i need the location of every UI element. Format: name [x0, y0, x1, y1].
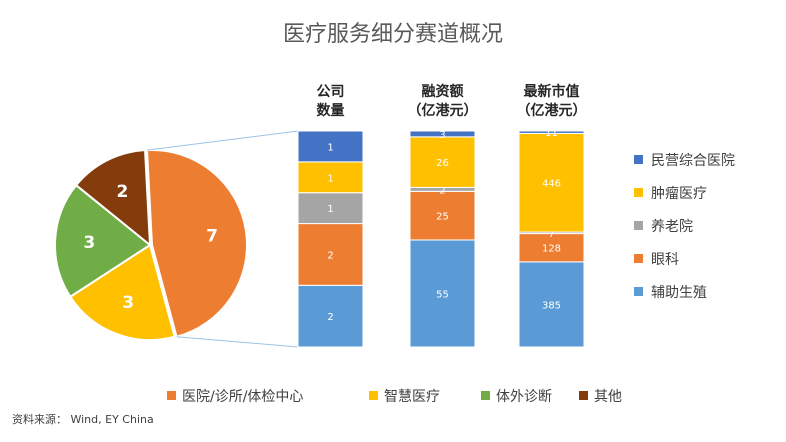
chart-title: 医疗服务细分赛道概况: [283, 22, 503, 47]
pie-slice-other: [74, 149, 152, 248]
pie-to-bar-connectors: [146, 130, 299, 348]
bar-value-label-private_general-1: 3: [439, 130, 445, 141]
bar-header-2-line-1: （亿港元）: [517, 102, 587, 119]
legend-swatch-hospital: [167, 391, 176, 400]
legend-label-hospital: 医院/诊所/体检中心: [182, 389, 303, 405]
pie-slice-label-smart: 3: [122, 293, 134, 313]
pie-legend: 医院/诊所/体检中心 智慧医疗 体外诊断 其他: [167, 389, 622, 405]
pie-slice-label-hospital: 7: [206, 226, 218, 246]
legend-swatch-ophthalmology: [634, 254, 643, 263]
connector-line-top: [146, 130, 299, 151]
bar-value-label-assisted_reproduction-0: 2: [327, 312, 333, 323]
bar-segment-oncology-0: [297, 161, 364, 194]
bar-segment-assisted_reproduction-0: [297, 284, 364, 348]
bar-value-label-oncology-2: 446: [542, 179, 561, 190]
legend-swatch-smart: [369, 391, 378, 400]
legend-label-ivd: 体外诊断: [496, 389, 552, 405]
bar-value-label-elderly-2: 7: [548, 229, 554, 240]
connector-line-bottom: [176, 336, 299, 348]
bar-value-label-assisted_reproduction-2: 385: [542, 300, 561, 311]
pie-slice-label-ivd: 3: [83, 233, 95, 253]
bar-value-label-ophthalmology-2: 128: [542, 244, 561, 255]
legend-label-smart: 智慧医疗: [384, 389, 440, 405]
bar-segment-private_general-2: [518, 130, 585, 134]
bar-segment-ophthalmology-1: [409, 190, 476, 241]
legend-label-private_general: 民营综合医院: [651, 153, 735, 169]
bar-value-label-ophthalmology-1: 25: [436, 212, 449, 223]
bar-segment-ophthalmology-0: [297, 223, 364, 286]
legend-swatch-assisted_reproduction: [634, 287, 643, 296]
bar-segment-oncology-1: [409, 136, 476, 188]
legend-label-other: 其他: [594, 389, 622, 405]
legend-swatch-ivd: [481, 391, 490, 400]
bar-header-2-line-0: 最新市值: [524, 83, 580, 100]
legend-label-ophthalmology: 眼科: [651, 252, 679, 268]
bar-header-0-line-0: 公司: [317, 84, 345, 100]
bar-segment-elderly-0: [297, 192, 364, 225]
legend-swatch-private_general: [634, 155, 643, 164]
bar-segment-ophthalmology-2: [518, 233, 585, 263]
pie-slice-ivd: [54, 183, 152, 299]
bar-header-1-line-0: 融资额: [422, 83, 464, 100]
bar-segment-private_general-1: [409, 130, 476, 138]
bar-value-label-ophthalmology-0: 2: [327, 250, 333, 261]
bar-value-label-oncology-1: 26: [436, 158, 449, 169]
pie-slice-hospital: [145, 149, 248, 338]
bar-value-label-oncology-0: 1: [327, 173, 333, 184]
pie-slice-label-other: 2: [116, 182, 128, 202]
source-note: 资料来源： Wind, EY China: [12, 412, 154, 426]
bar-value-label-private_general-0: 1: [327, 142, 333, 153]
legend-swatch-oncology: [634, 188, 643, 197]
legend-label-oncology: 肿瘤医疗: [651, 185, 707, 202]
bar-value-label-elderly-0: 1: [327, 204, 333, 215]
pie-slice-smart: [68, 243, 176, 341]
legend-swatch-other: [579, 391, 588, 400]
bar-header-0-line-1: 数量: [317, 102, 345, 119]
bar-value-label-elderly-1: 2: [439, 185, 445, 196]
bar-value-label-assisted_reproduction-1: 55: [436, 289, 449, 300]
legend-label-assisted_reproduction: 辅助生殖: [651, 284, 707, 301]
bar-value-label-private_general-2: 11: [545, 128, 558, 139]
legend-label-elderly: 养老院: [651, 219, 693, 235]
bar-segment-assisted_reproduction-2: [518, 261, 585, 348]
bar-segment-private_general-0: [297, 130, 364, 163]
bar-segment-assisted_reproduction-1: [409, 239, 476, 348]
legend-swatch-elderly: [634, 221, 643, 230]
pie-chart: 7 3 3 2: [54, 149, 248, 341]
bar-header-1-line-1: （亿港元）: [408, 102, 478, 119]
